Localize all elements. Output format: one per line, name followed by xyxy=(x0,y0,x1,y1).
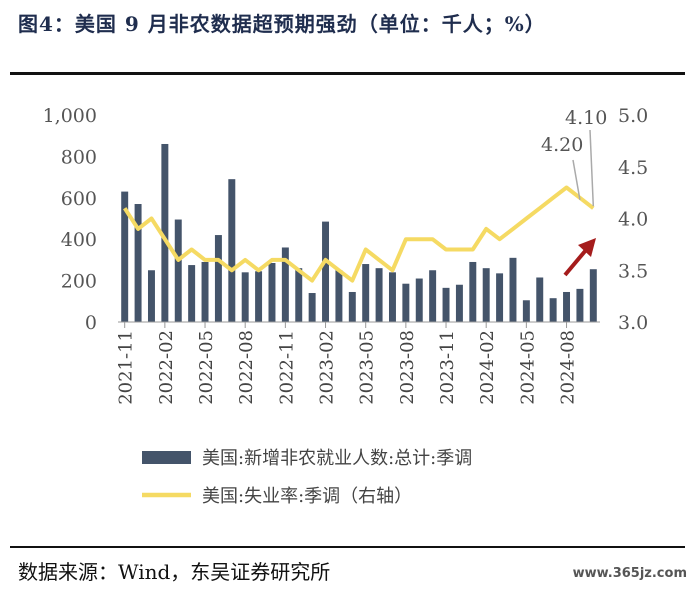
x-tick-label: 2024-05 xyxy=(517,330,538,405)
unemployment-line xyxy=(123,185,595,283)
bar xyxy=(589,269,597,322)
annotations: 4.20 4.10 xyxy=(541,107,607,277)
bar xyxy=(388,272,396,322)
annotation-label: 4.20 xyxy=(541,134,583,156)
x-tick-label: 2022-02 xyxy=(156,330,177,405)
bar xyxy=(348,291,356,322)
x-tick-label: 2021-11 xyxy=(116,330,137,405)
y-left-tick-label: 200 xyxy=(61,271,97,293)
top-rule xyxy=(10,72,685,75)
bar xyxy=(442,287,450,322)
bar xyxy=(455,284,463,322)
bar xyxy=(362,264,370,322)
line-series xyxy=(123,185,595,283)
bar xyxy=(174,219,182,322)
y-left-tick-label: 0 xyxy=(85,312,97,334)
x-tick-label: 2023-02 xyxy=(317,330,338,405)
bar xyxy=(482,268,490,322)
x-tick-label: 2023-11 xyxy=(437,330,458,405)
bottom-rule xyxy=(10,546,685,548)
bar xyxy=(402,283,410,322)
axes: 2021-11 2022-02 2022-05 2022-08 2022-11 2023-… xyxy=(43,105,649,405)
bar xyxy=(214,235,222,322)
bar xyxy=(549,298,557,322)
bar xyxy=(228,179,236,322)
bar xyxy=(295,268,303,322)
chart-title: 图4：美国 9 月非农数据超预期强劲（单位：千人；%） xyxy=(18,12,546,36)
bar xyxy=(281,247,289,322)
annotation-leader xyxy=(589,129,595,207)
y-right-tick-label: 3.0 xyxy=(618,312,648,334)
x-tick-label: 2022-05 xyxy=(196,330,217,405)
bar xyxy=(255,271,263,322)
legend-bar-swatch xyxy=(142,451,191,464)
x-tick-label: 2022-08 xyxy=(236,330,257,405)
x-tick-label: 2023-05 xyxy=(357,330,378,405)
y-right-tick-label: 4.0 xyxy=(618,209,648,231)
bar xyxy=(161,143,169,322)
legend-line-label: 美国:失业率:季调（右轴） xyxy=(202,486,412,507)
annotation-label: 4.10 xyxy=(565,107,607,129)
bar xyxy=(147,270,155,322)
bar xyxy=(429,270,437,322)
x-tick-label: 2024-02 xyxy=(477,330,498,405)
source-note: 数据来源：Wind，东吴证券研究所 xyxy=(18,560,331,584)
x-tick-label: 2023-08 xyxy=(397,330,418,405)
bar xyxy=(522,300,530,322)
legend-bar-label: 美国:新增非农就业人数:总计:季调 xyxy=(202,448,472,469)
y-right-tick-label: 3.5 xyxy=(618,260,648,282)
bar xyxy=(415,278,423,322)
bar xyxy=(322,221,330,322)
annotation-leader xyxy=(572,159,581,200)
y-left-tick-label: 600 xyxy=(61,188,97,210)
bar xyxy=(496,273,504,322)
x-tick-label: 2024-08 xyxy=(558,330,579,405)
bar xyxy=(268,263,276,322)
y-left-tick-label: 1,000 xyxy=(43,105,97,127)
bar xyxy=(509,257,517,322)
bar xyxy=(188,265,196,322)
y-left-tick-label: 400 xyxy=(61,229,97,251)
bar xyxy=(335,270,343,322)
bar xyxy=(375,268,383,322)
bar xyxy=(308,293,316,322)
watermark: www.365jz.com xyxy=(572,566,687,581)
bar xyxy=(469,261,477,322)
bar-series xyxy=(121,143,597,322)
bar xyxy=(134,204,142,322)
bar xyxy=(241,272,249,322)
y-left-tick-label: 800 xyxy=(61,146,97,168)
trend-arrow-shaft xyxy=(563,248,588,277)
bar xyxy=(201,261,209,322)
bar xyxy=(536,277,544,322)
bar xyxy=(121,191,129,322)
bar xyxy=(576,288,584,322)
bar xyxy=(563,291,571,322)
y-right-tick-label: 4.5 xyxy=(618,157,648,179)
x-tick-label: 2022-11 xyxy=(276,330,297,405)
y-right-tick-label: 5.0 xyxy=(618,105,648,127)
trend-arrow-head xyxy=(578,238,596,257)
